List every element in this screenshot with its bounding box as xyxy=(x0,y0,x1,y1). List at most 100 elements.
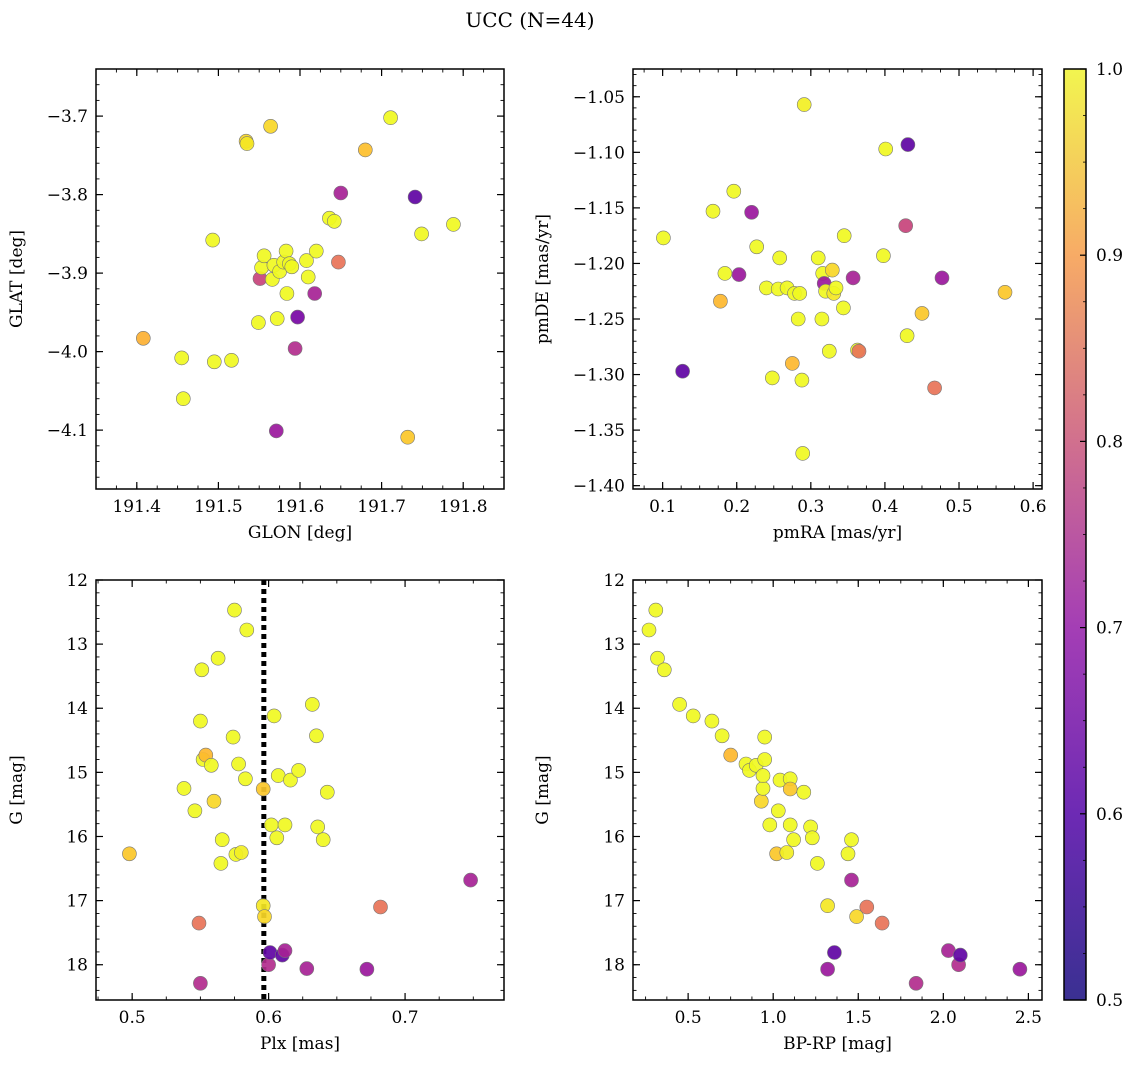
data-point xyxy=(278,243,294,259)
data-point xyxy=(176,391,191,407)
x-axis-label: Plx [mas] xyxy=(260,1034,340,1054)
data-point xyxy=(641,622,657,638)
data-point xyxy=(194,662,210,678)
data-point xyxy=(827,945,842,960)
panel-1: 191.4 191.5 191.6 191.7 191.8 −4.1 −4.0 −3.9 −3.… xyxy=(7,68,505,543)
colorbar-tick-label: 0.7 xyxy=(1096,619,1123,639)
x-tick-label: 0.4 xyxy=(871,497,898,517)
panel-2: 0.1 0.2 0.3 0.4 0.5 0.6 −1.40 −1.35 −1.30 −1.25 −1… xyxy=(533,68,1047,543)
x-tick-label: 1.5 xyxy=(845,1008,872,1028)
y-axis-label: G [mag] xyxy=(533,755,553,824)
data-point xyxy=(205,232,220,248)
data-point xyxy=(1012,961,1028,977)
data-point xyxy=(333,185,349,201)
data-point xyxy=(304,697,320,712)
data-point xyxy=(810,856,825,871)
data-point xyxy=(407,189,423,205)
data-point xyxy=(193,975,208,991)
axes-frame xyxy=(632,68,1043,490)
data-point xyxy=(650,650,665,666)
data-point xyxy=(820,898,835,914)
data-point xyxy=(705,203,721,219)
data-point xyxy=(261,957,276,973)
data-point xyxy=(810,250,826,266)
data-point xyxy=(792,286,808,301)
data-point xyxy=(795,446,811,461)
data-point xyxy=(836,300,851,316)
y-tick-label: −4.1 xyxy=(47,421,88,441)
x-tick-label: 0.3 xyxy=(797,497,824,517)
data-point xyxy=(310,819,326,835)
panel-4: 0.5 1.0 1.5 2.0 2.5 12 13 14 15 16 17 18 BP-RP [mag]… xyxy=(533,571,1043,1054)
data-point xyxy=(656,230,671,246)
data-point xyxy=(790,311,806,327)
data-point xyxy=(207,354,222,370)
data-point xyxy=(794,372,810,388)
data-point xyxy=(757,752,773,767)
y-tick-label: −3.7 xyxy=(47,107,88,127)
x-tick-label: 191.4 xyxy=(112,497,161,517)
data-point xyxy=(263,119,278,134)
data-point xyxy=(723,747,739,763)
data-point xyxy=(287,341,303,356)
y-axis-label: G [mag] xyxy=(7,755,27,824)
data-point xyxy=(762,817,778,833)
axes-frame xyxy=(632,579,1043,1001)
data-point xyxy=(234,845,249,860)
data-point xyxy=(876,248,891,263)
x-tick-label: 0.5 xyxy=(945,497,972,517)
data-point xyxy=(191,915,207,931)
data-point xyxy=(463,872,478,888)
x-tick-label: 191.5 xyxy=(194,497,243,517)
y-tick-label: 18 xyxy=(603,956,625,976)
data-point xyxy=(914,306,930,321)
data-point xyxy=(193,713,208,729)
data-point xyxy=(255,781,271,797)
data-point xyxy=(256,248,272,264)
y-tick-label: 18 xyxy=(66,956,88,976)
data-point xyxy=(254,260,269,275)
y-tick-label: 14 xyxy=(603,699,625,719)
data-point xyxy=(231,756,246,772)
data-point xyxy=(262,945,278,960)
data-point xyxy=(898,218,914,233)
y-tick-label: 16 xyxy=(66,827,88,847)
data-point xyxy=(656,662,672,678)
data-point xyxy=(675,363,690,379)
y-tick-label: −1.15 xyxy=(573,199,625,219)
data-point xyxy=(263,817,279,833)
data-point xyxy=(779,845,795,860)
data-point xyxy=(206,793,222,809)
data-point xyxy=(796,97,812,112)
data-point xyxy=(187,803,203,819)
data-point xyxy=(840,846,856,862)
data-point xyxy=(373,899,388,915)
data-point xyxy=(227,602,242,618)
y-axis-label: GLAT [deg] xyxy=(7,230,27,328)
y-tick-label: 17 xyxy=(66,892,88,912)
data-point xyxy=(845,270,861,286)
data-point xyxy=(383,110,398,125)
colorbar-tick-label: 0.6 xyxy=(1096,805,1123,825)
data-point xyxy=(319,784,335,800)
data-point xyxy=(299,961,315,976)
data-point xyxy=(291,763,306,778)
figure-title: UCC (N=44) xyxy=(465,8,594,32)
data-point xyxy=(927,380,942,396)
data-point xyxy=(277,817,293,833)
data-point xyxy=(414,226,429,242)
data-point xyxy=(755,781,771,796)
data-point xyxy=(299,253,314,268)
data-point xyxy=(704,713,720,729)
data-point xyxy=(764,370,780,386)
data-point xyxy=(266,708,282,724)
y-tick-label: 16 xyxy=(603,827,625,847)
data-point xyxy=(277,943,293,958)
x-tick-label: 1.0 xyxy=(760,1008,787,1028)
y-tick-label: 14 xyxy=(66,699,88,719)
data-point xyxy=(279,286,295,301)
y-tick-label: −3.8 xyxy=(47,186,88,206)
data-point xyxy=(900,137,916,152)
data-point xyxy=(204,757,219,773)
